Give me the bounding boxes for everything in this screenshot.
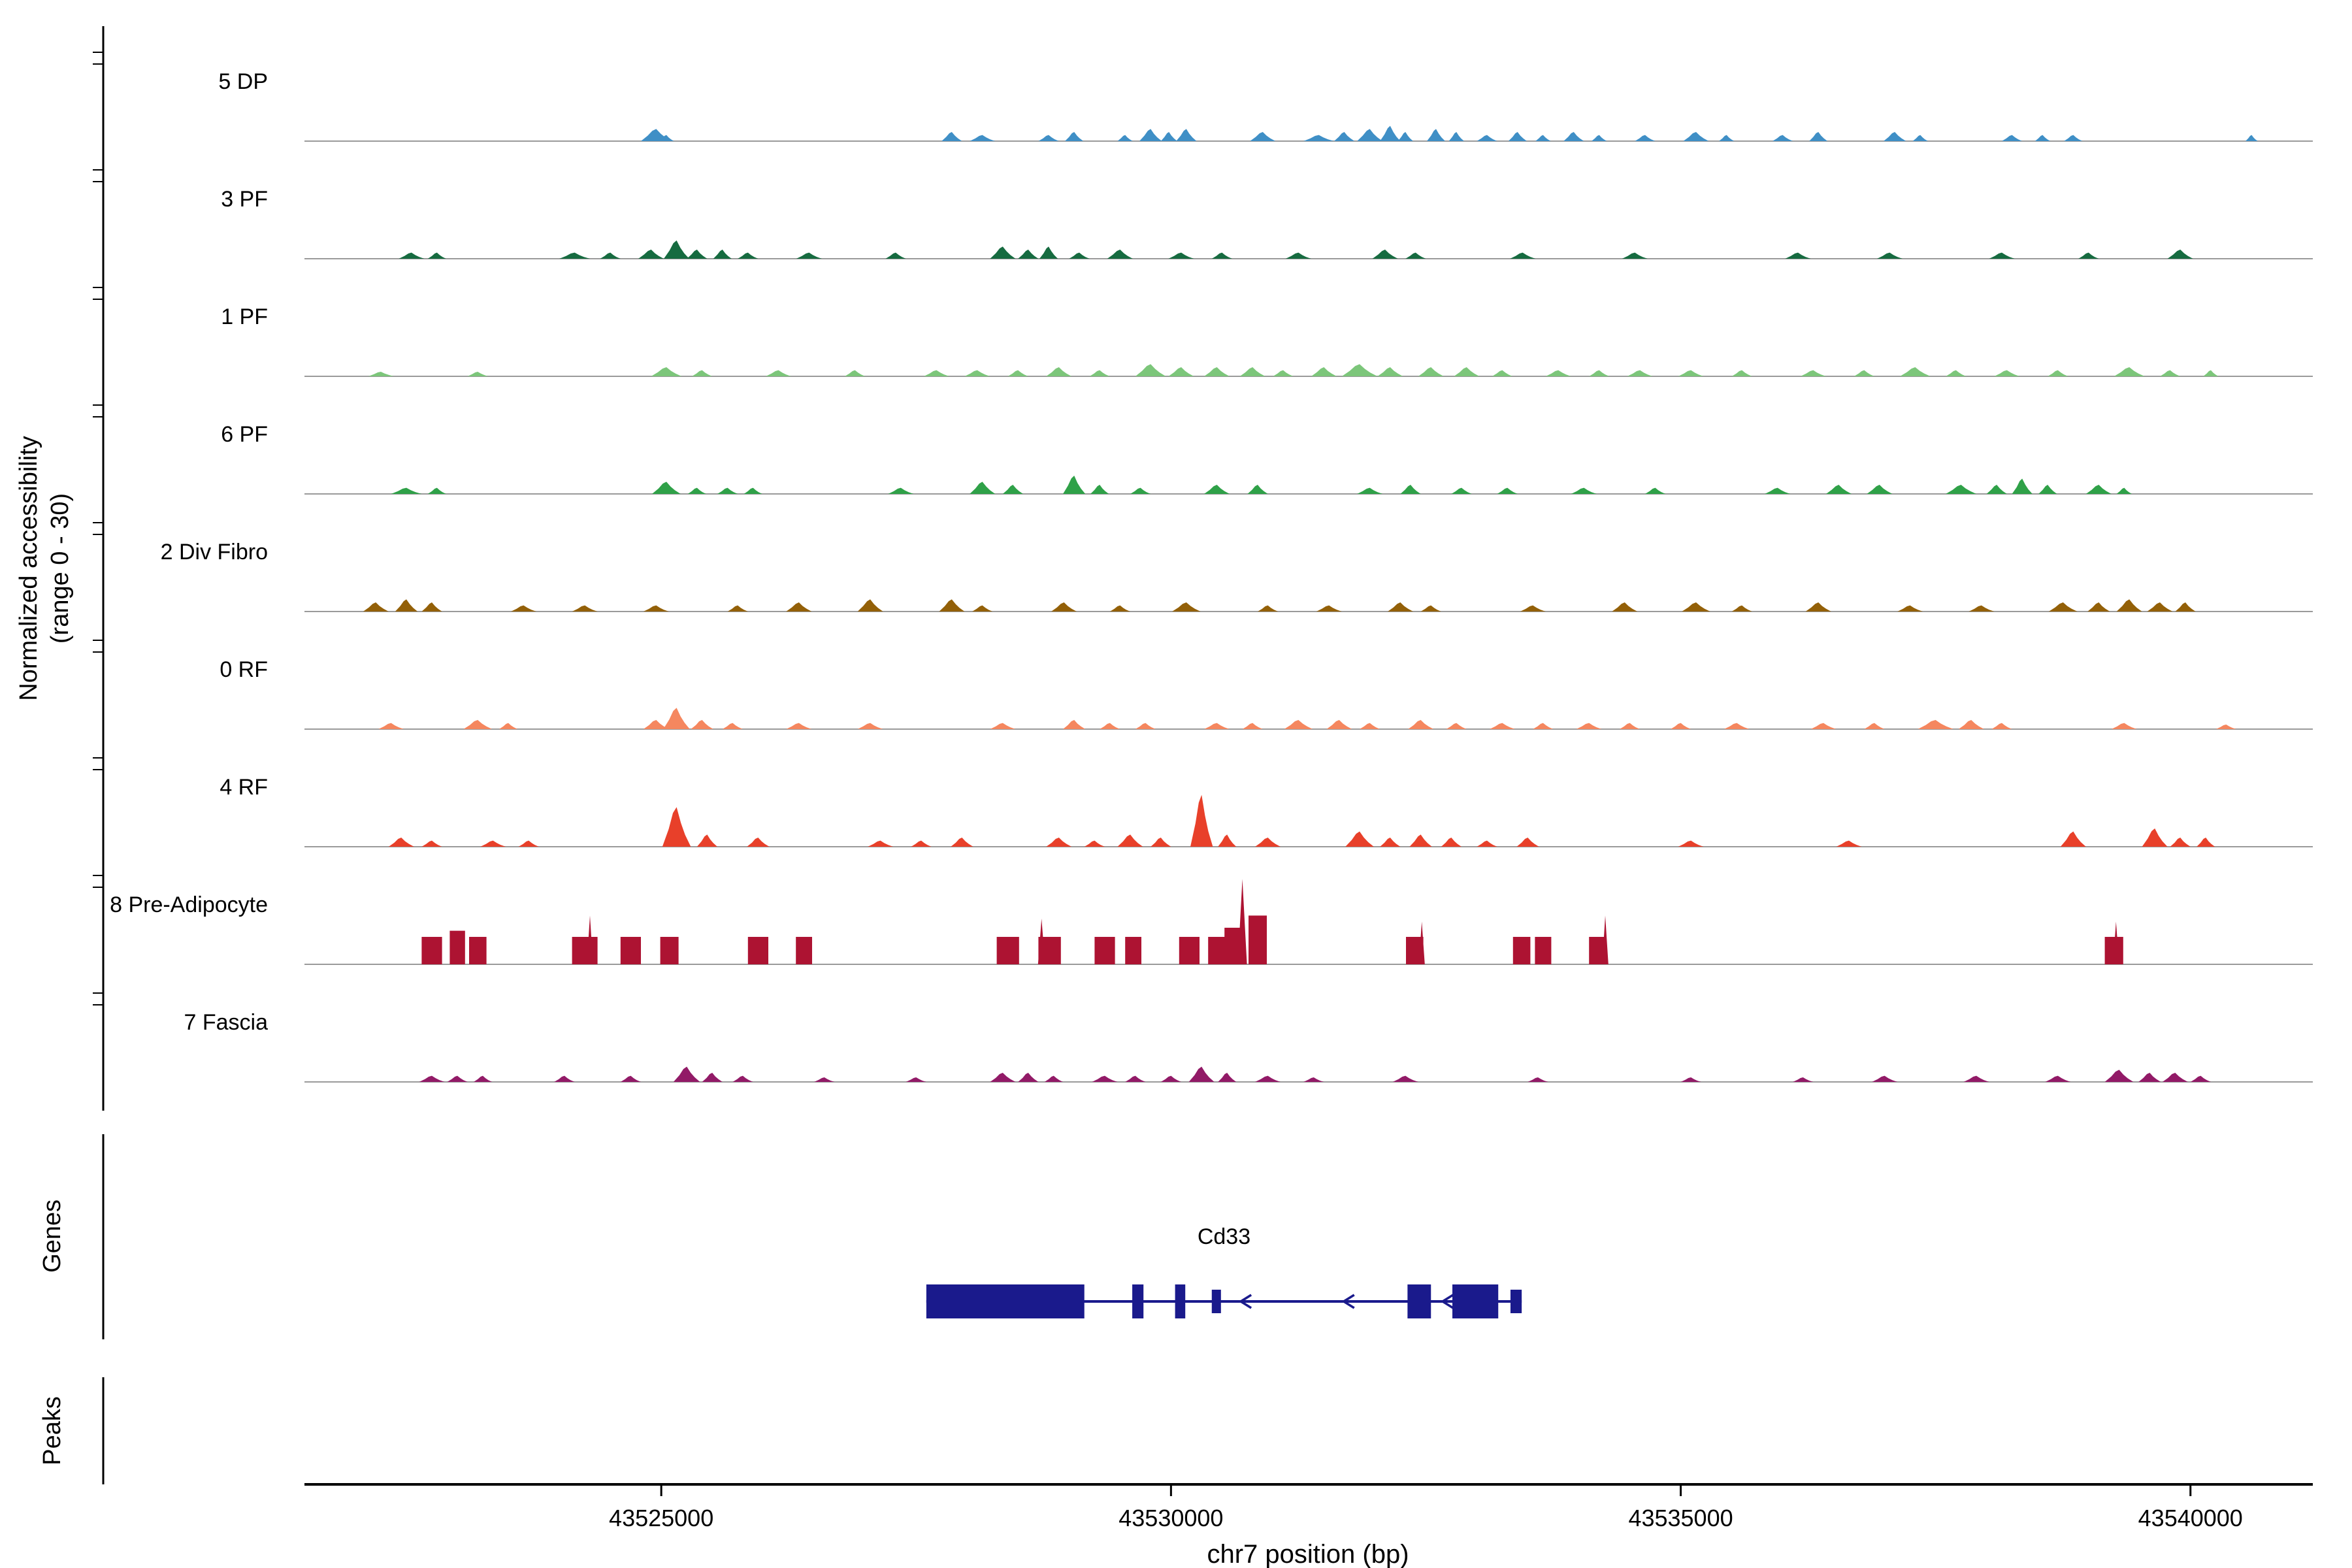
genes-label: Genes: [39, 1200, 66, 1273]
peaks-label: Peaks: [39, 1396, 66, 1465]
gene-exon: [1510, 1290, 1522, 1313]
track-label: 3 PF: [221, 187, 268, 212]
track-signal: [368, 364, 2219, 376]
y-axis-label-line1: Normalized accessibility: [15, 436, 42, 700]
gene-strand-arrow: [1440, 1294, 1454, 1309]
gene-exon: [1132, 1284, 1144, 1318]
track-7-fascia: 7 Fascia: [184, 1010, 2313, 1083]
track-signal: [391, 476, 2132, 494]
track-label: 7 Fascia: [184, 1010, 269, 1035]
tracks-axis-ticks: [93, 52, 103, 1005]
gene-exon: [1211, 1290, 1221, 1313]
track-label: 6 PF: [221, 422, 268, 447]
gene-exon: [1407, 1284, 1431, 1318]
track-label: 4 RF: [220, 775, 268, 800]
x-axis-title: chr7 position (bp): [1207, 1540, 1409, 1568]
track-signal: [378, 708, 2237, 729]
track-label: 0 RF: [220, 657, 268, 682]
track-8-pre-adipocyte: 8 Pre-Adipocyte: [110, 879, 2313, 965]
gene-name-label: Cd33: [1198, 1224, 1250, 1249]
track-label: 2 Div Fibro: [161, 540, 268, 564]
track-signal: [399, 240, 2193, 259]
track-signal: [419, 1066, 2211, 1082]
track-2-div-fibro: 2 Div Fibro: [161, 540, 2313, 612]
track-4-rf: 4 RF: [220, 775, 2313, 847]
x-tick-label: 43530000: [1119, 1505, 1223, 1531]
tracks-area: 5 DP 3 PF 1 PF 6 PF 2 Div Fibro 0 RF 4 RF 8 Pre…: [110, 69, 2313, 1083]
track-label: 1 PF: [221, 304, 268, 329]
gene-strand-arrow: [1341, 1294, 1355, 1309]
track-label: 8 Pre-Adipocyte: [110, 892, 268, 917]
x-tick-label: 43540000: [2138, 1505, 2243, 1531]
y-axis-label-line2: (range 0 - 30): [46, 493, 74, 644]
gene-model: Cd33: [926, 1224, 1522, 1318]
track-signal: [641, 125, 2258, 141]
track-label: 5 DP: [218, 69, 268, 94]
gene-strand-arrow: [1238, 1294, 1252, 1309]
track-3-pf: 3 PF: [221, 187, 2313, 259]
x-tick-label: 43535000: [1628, 1505, 1733, 1531]
track-5-dp: 5 DP: [218, 69, 2313, 142]
track-signal: [363, 599, 2196, 612]
gene-exon: [1452, 1284, 1499, 1318]
track-0-rf: 0 RF: [220, 657, 2313, 730]
x-axis: 43525000 43530000 43535000 43540000: [304, 1483, 2313, 1531]
x-tick-label: 43525000: [609, 1505, 713, 1531]
track-6-pf: 6 PF: [221, 422, 2313, 495]
track-signal: [388, 794, 2215, 847]
track-1-pf: 1 PF: [221, 304, 2313, 377]
gene-exon: [1175, 1284, 1186, 1318]
gene-exon: [926, 1284, 1085, 1318]
track-signal: [421, 879, 2123, 964]
